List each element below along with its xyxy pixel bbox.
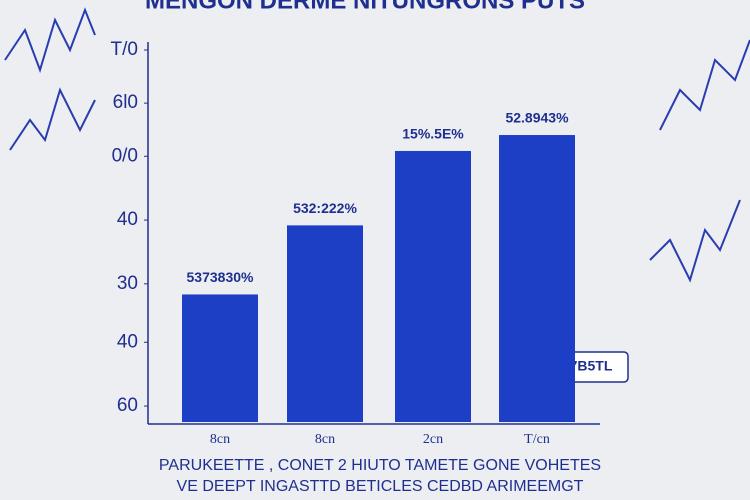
bar [287,225,363,422]
value-label: 15%.5E% [402,126,464,142]
chart-title: MENGON DERME NITUNGRONS PUTS [145,0,585,14]
y-tick-label: 60 [117,395,138,416]
value-label: 52.8943% [505,110,569,126]
y-tick-label: 30 [117,273,138,294]
y-tick-label: 0/0 [112,145,138,166]
value-label: 532:222% [293,200,357,216]
y-tick-label: 6l0 [113,92,138,113]
value-label: 5373830% [187,269,255,285]
y-tick-label: 40 [117,331,138,352]
bar [182,294,258,422]
bar [395,150,471,422]
y-tick-label: 40 [117,209,138,230]
annotation: 7B5TL [570,358,613,374]
bar [499,135,575,422]
x-tick-label: T/cn [524,432,550,447]
y-tick-label: T/0 [111,39,138,60]
x-tick-label: 8cn [315,432,335,447]
caption: PARUKEETTE , CONET 2 HIUTO TAMETE GONE V… [159,457,601,474]
caption: VE DEEPT INGASTTD BETICLES CEDBD ARIMEEM… [177,478,584,495]
decoration [4,7,750,283]
x-tick-label: 2cn [423,432,443,447]
x-tick-label: 8cn [210,432,230,447]
